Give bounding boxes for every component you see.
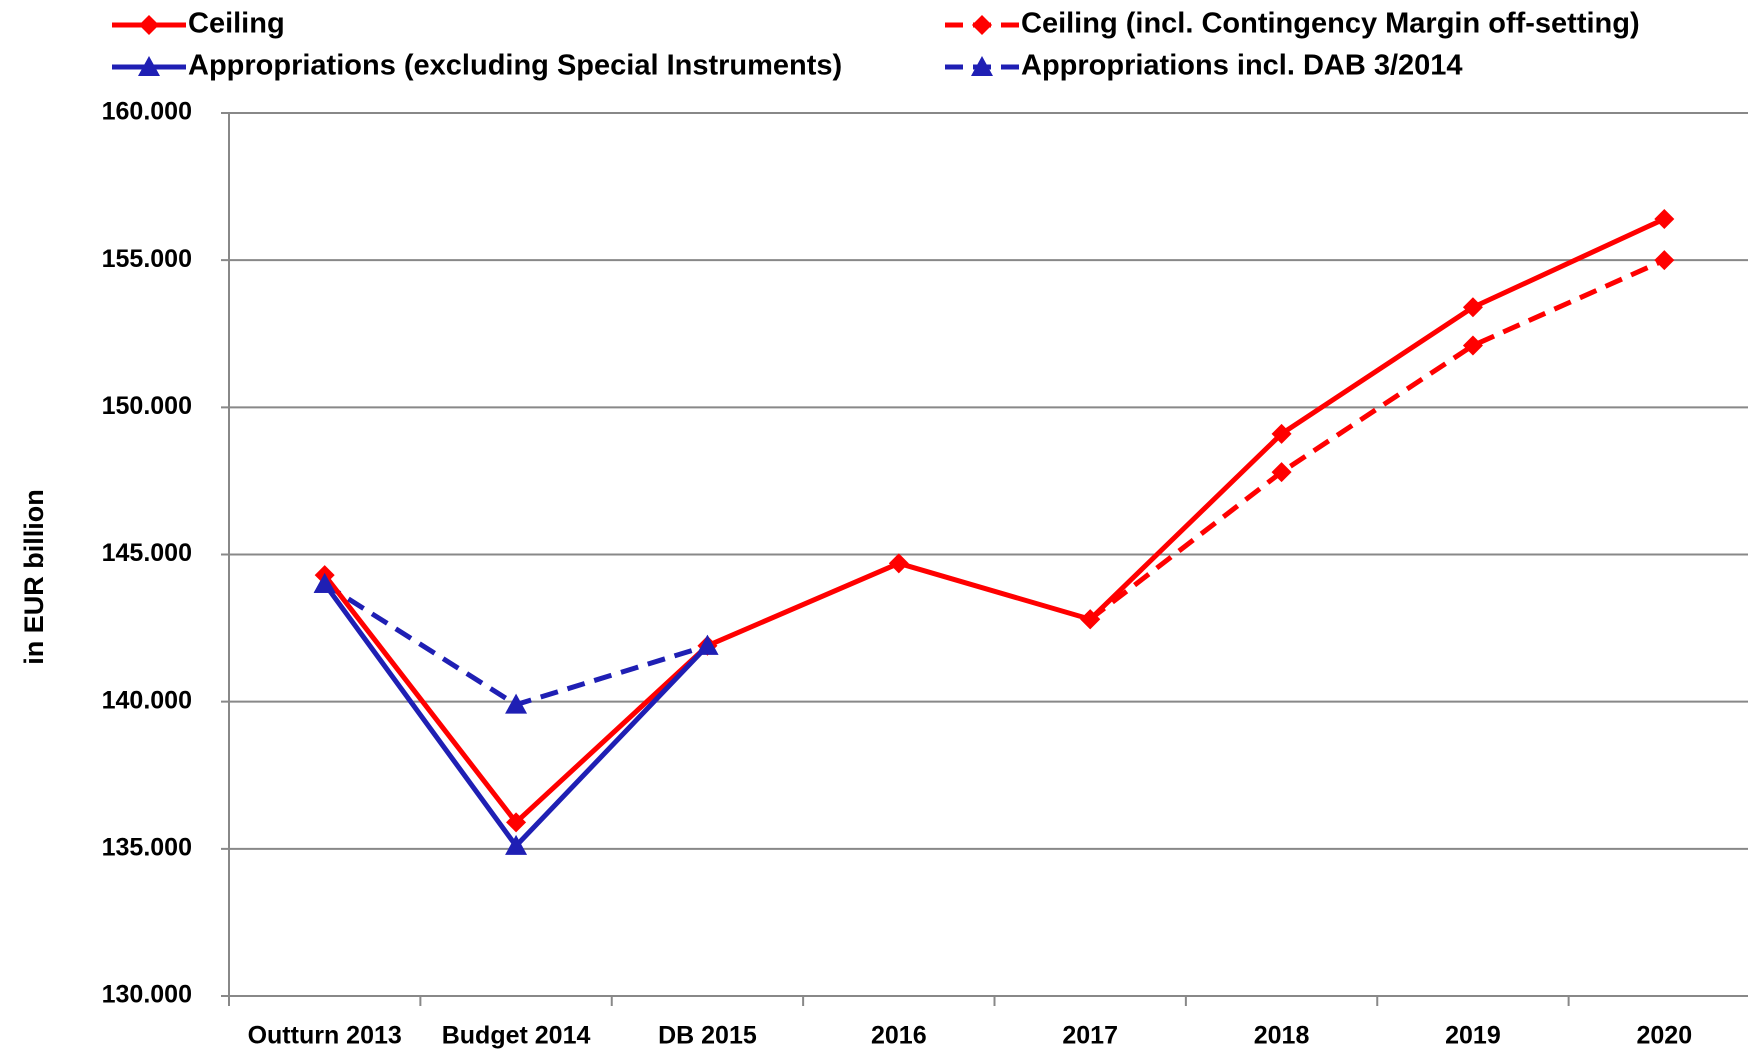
legend-marker [139, 15, 159, 35]
x-tick-label: Outturn 2013 [248, 1022, 402, 1050]
x-tick-label: 2017 [1062, 1022, 1118, 1050]
x-tick-label: DB 2015 [658, 1022, 757, 1050]
data-point [506, 812, 527, 833]
legend-marker [972, 15, 992, 35]
x-tick-label: 2018 [1254, 1022, 1310, 1050]
data-point [1271, 462, 1292, 483]
x-tick-label: Budget 2014 [442, 1022, 591, 1050]
x-tick-label: 2019 [1445, 1022, 1501, 1050]
series-line [323, 581, 709, 708]
legend-label: Appropriations incl. DAB 3/2014 [1021, 50, 1463, 82]
data-point [1271, 423, 1292, 444]
x-tick-label: 2020 [1637, 1022, 1693, 1050]
data-point [1654, 250, 1675, 271]
legend-marker [138, 56, 160, 76]
y-tick-label: 140.000 [102, 686, 192, 714]
x-tick-label: 2016 [871, 1022, 927, 1050]
data-point [696, 634, 719, 655]
legend-label: Ceiling (incl. Contingency Margin off-se… [1021, 8, 1640, 40]
data-point [1462, 297, 1483, 318]
data-point [1654, 208, 1675, 229]
series-line [322, 582, 710, 850]
y-tick-label: 155.000 [102, 245, 192, 273]
series-line [322, 216, 1666, 827]
series-line [1088, 257, 1666, 622]
data-point [1462, 335, 1483, 356]
data-point [313, 572, 336, 593]
y-tick-label: 135.000 [102, 833, 192, 861]
legend-label: Ceiling [188, 8, 285, 40]
data-point [1080, 609, 1101, 630]
y-tick-label: 145.000 [102, 539, 192, 567]
y-tick-label: 130.000 [102, 981, 192, 1009]
data-point [505, 834, 528, 855]
legend-marker [971, 56, 993, 76]
legend-label: Appropriations (excluding Special Instru… [188, 50, 842, 82]
data-point [888, 553, 909, 574]
data-point [505, 693, 528, 714]
y-tick-label: 150.000 [102, 392, 192, 420]
y-axis-title: in EUR billion [19, 489, 49, 665]
y-tick-label: 160.000 [102, 98, 192, 126]
